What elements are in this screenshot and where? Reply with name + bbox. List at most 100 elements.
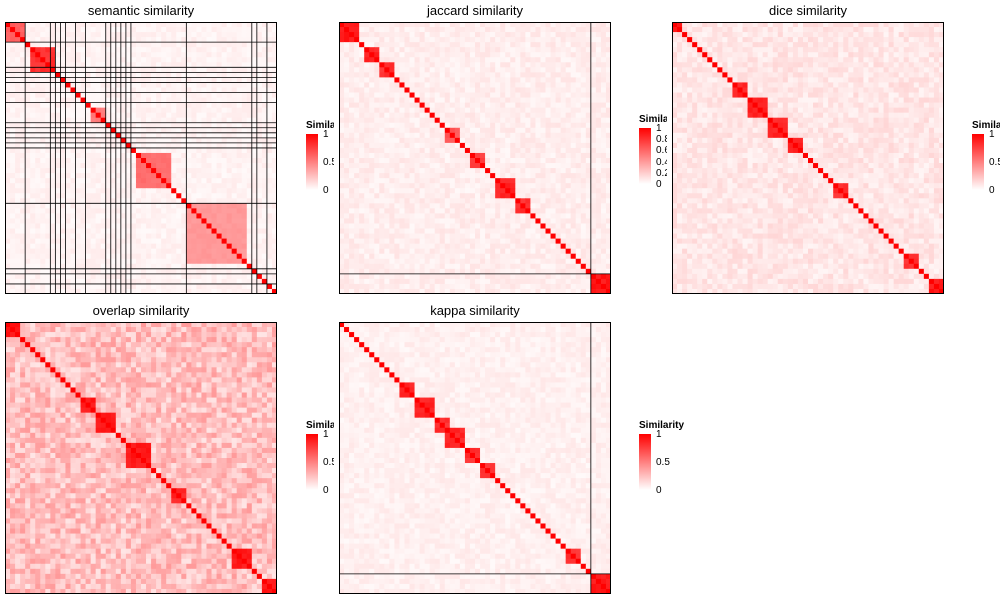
heatmap-cell [45, 142, 51, 149]
heatmap-cell [261, 233, 268, 239]
heatmap-cell [100, 178, 107, 184]
heatmap-cell [246, 32, 253, 38]
heatmap-cell [399, 158, 405, 164]
heatmap-cell [271, 142, 277, 149]
heatmap-cell [141, 27, 147, 33]
heatmap-cell [409, 97, 415, 103]
heatmap-cell [211, 203, 217, 209]
heatmap-cell [211, 288, 217, 294]
heatmap-cell [490, 188, 496, 194]
heatmap-cell [151, 127, 157, 134]
heatmap-cell [459, 22, 466, 28]
heatmap-cell [40, 47, 46, 53]
heatmap-cell [399, 178, 405, 184]
heatmap-cell [399, 72, 405, 78]
heatmap-cell [196, 223, 202, 229]
heatmap-cell [181, 193, 187, 199]
heatmap-cell [135, 102, 142, 109]
heatmap-cell [520, 183, 526, 189]
heatmap-cell [349, 82, 355, 88]
heatmap-cell [166, 102, 172, 109]
heatmap-cell [161, 132, 167, 139]
heatmap-cell [354, 97, 360, 103]
heatmap-cell [156, 203, 162, 209]
heatmap-cell [384, 82, 390, 88]
heatmap-cell [35, 82, 41, 88]
heatmap-cell [15, 22, 21, 28]
heatmap-cell [216, 122, 222, 129]
heatmap-cell [55, 248, 61, 255]
heatmap-cell [186, 97, 192, 103]
heatmap-cell [30, 32, 36, 38]
heatmap-cell [271, 127, 277, 134]
heatmap-cell [545, 147, 551, 154]
heatmap-cell [379, 168, 385, 174]
heatmap-cell [80, 77, 86, 83]
heatmap-cell [540, 82, 546, 88]
heatmap-cell [35, 203, 41, 209]
heatmap-cell [570, 158, 577, 164]
heatmap-cell [221, 218, 228, 224]
heatmap-cell [135, 273, 142, 280]
heatmap-cell [30, 57, 36, 63]
heatmap-cell [540, 208, 546, 214]
heatmap-cell [211, 163, 217, 169]
heatmap-cell [379, 198, 385, 204]
heatmap-cell [221, 283, 228, 290]
heatmap-cell [141, 62, 147, 68]
heatmap-cell [271, 223, 277, 229]
heatmap-cell [55, 42, 61, 48]
heatmap-cell [211, 228, 217, 234]
heatmap-cell [424, 203, 431, 209]
heatmap-cell [171, 42, 177, 48]
heatmap-cell [490, 127, 496, 134]
heatmap-cell [20, 228, 26, 234]
heatmap-cell [20, 163, 26, 169]
heatmap-cell [394, 52, 400, 58]
heatmap-cell [505, 122, 511, 129]
heatmap-cell [449, 87, 456, 93]
heatmap-cell [424, 67, 431, 73]
heatmap-cell [459, 188, 466, 194]
heatmap-cell [485, 117, 491, 124]
heatmap-cell [429, 127, 436, 134]
heatmap-cell [110, 52, 117, 58]
heatmap-cell [490, 198, 496, 204]
heatmap-cell [221, 228, 228, 234]
heatmap-cell [20, 67, 26, 73]
heatmap-cell [176, 127, 182, 134]
heatmap-cell [459, 72, 466, 78]
heatmap-cell [459, 158, 466, 164]
heatmap-cell [414, 87, 420, 93]
heatmap-cell [181, 183, 187, 189]
heatmap-cell [399, 82, 405, 88]
heatmap-cell [135, 77, 142, 83]
heatmap-cell [369, 22, 375, 28]
heatmap-cell [110, 258, 117, 265]
heatmap-cell [115, 218, 122, 224]
heatmap-cell [505, 47, 511, 53]
heatmap-cell [469, 77, 476, 83]
heatmap-cell [404, 92, 410, 98]
heatmap-cell [399, 22, 405, 28]
heatmap-cell [151, 188, 157, 194]
heatmap-cell [605, 183, 611, 189]
heatmap-cell [20, 248, 26, 255]
heatmap-cell [550, 198, 556, 204]
heatmap-cell [201, 163, 207, 169]
heatmap-cell [95, 288, 102, 294]
heatmap-cell [141, 198, 147, 204]
heatmap-cell [480, 117, 486, 124]
heatmap-cell [15, 278, 21, 285]
heatmap-cell [439, 147, 446, 154]
heatmap-cell [236, 47, 243, 53]
heatmap-cell [515, 27, 521, 33]
heatmap-cell [201, 158, 207, 164]
heatmap-cell [444, 27, 451, 33]
heatmap-cell [25, 42, 31, 48]
heatmap-cell [226, 152, 233, 159]
heatmap-cell [414, 32, 420, 38]
heatmap-cell [236, 263, 243, 270]
heatmap-cell [364, 137, 370, 144]
heatmap-cell [115, 273, 122, 280]
